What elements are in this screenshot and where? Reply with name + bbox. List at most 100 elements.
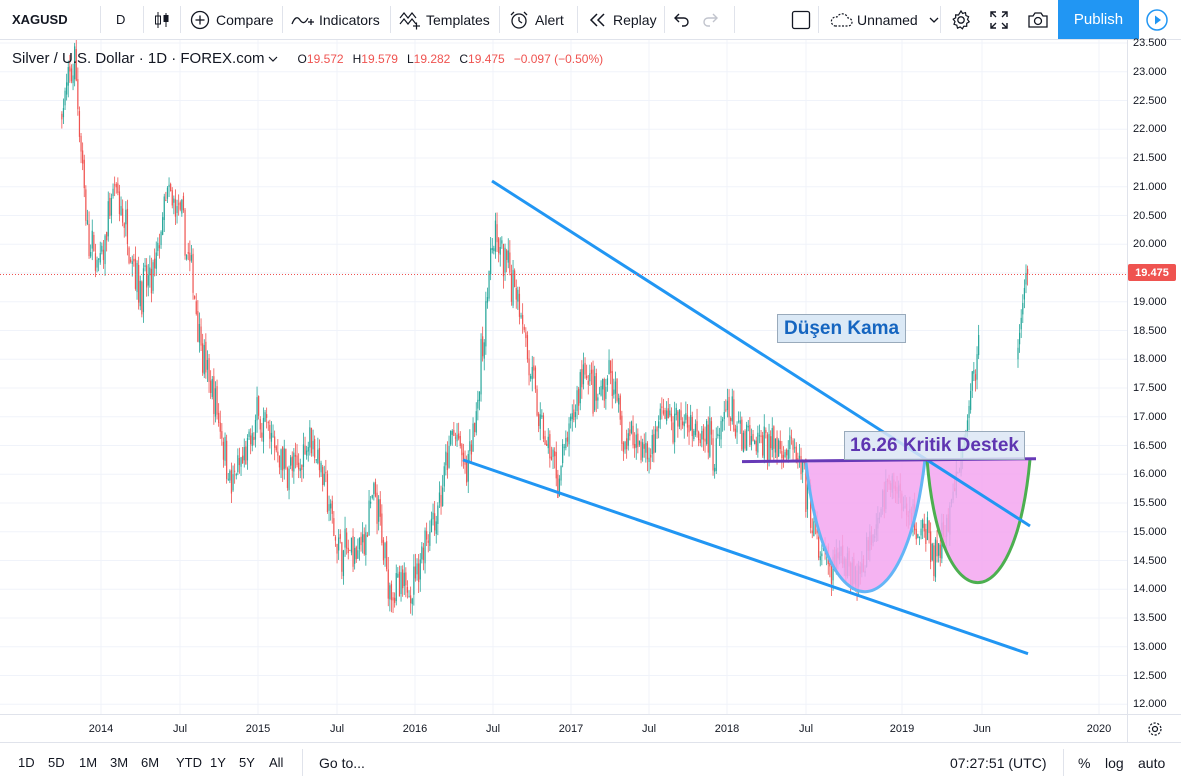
candle-body [344, 528, 346, 548]
candle-body [747, 426, 749, 428]
snapshot-button[interactable] [1027, 0, 1049, 39]
candle-body [731, 396, 733, 422]
range-button-6m[interactable]: 6M [141, 755, 160, 770]
candle-body [493, 248, 495, 251]
candle-body [1023, 287, 1025, 300]
fullscreen-button[interactable] [989, 0, 1009, 39]
chevron-down-icon[interactable] [268, 55, 278, 63]
candle-body [208, 358, 210, 382]
candle-body [358, 537, 361, 550]
layout-name-dropdown[interactable]: Unnamed [829, 0, 940, 39]
candle-body [690, 415, 692, 431]
candle-body [475, 411, 477, 433]
candle-body [72, 75, 74, 84]
candle-body [155, 252, 157, 269]
candle-body [277, 451, 279, 456]
candle-body [306, 450, 308, 456]
alert-button[interactable]: Alert [508, 0, 564, 39]
candle-body [355, 546, 357, 560]
candle-body [363, 534, 365, 555]
candle-body [352, 536, 354, 567]
layout-toggle-button[interactable] [791, 0, 811, 39]
price-chart[interactable] [0, 40, 1127, 714]
templates-label: Templates [426, 11, 490, 28]
range-button-1m[interactable]: 1M [79, 755, 98, 770]
price-scale[interactable]: 23.500 23.000 22.500 22.000 21.500 21.000 20.5… [1127, 37, 1181, 714]
range-button-1y[interactable]: 1Y [210, 755, 226, 770]
chart-grid [0, 40, 1127, 714]
annotation-falling-wedge[interactable]: Düşen Kama [777, 314, 907, 343]
ohlc-change: −0.097 (−0.50%) [513, 51, 604, 66]
candle-body [726, 400, 729, 410]
utc-clock[interactable]: 07:27:51 (UTC) [950, 754, 1047, 771]
candle-body [312, 440, 314, 450]
percent-toggle[interactable]: % [1078, 754, 1091, 771]
candle-body [339, 534, 341, 539]
range-button-3m[interactable]: 3M [110, 755, 129, 770]
range-button-all[interactable]: All [269, 755, 284, 770]
candle-body [621, 415, 623, 444]
candle-body [90, 251, 92, 257]
range-button-1d[interactable]: 1D [18, 755, 35, 770]
candle-body [379, 499, 381, 517]
candle-body [693, 430, 695, 440]
candle-body [710, 421, 713, 435]
candle-body [454, 437, 457, 439]
time-scale[interactable]: 2014 Jul 2015 Jul 2016 Jul 2017 Jul 2018 Jul 2019 J… [0, 714, 1127, 743]
candle-body [102, 249, 105, 261]
candle-body [531, 367, 533, 380]
candle-body [405, 572, 407, 586]
candle-body [197, 311, 199, 342]
candle-body [602, 378, 604, 390]
candle-body [590, 369, 593, 374]
candle-body [675, 407, 677, 415]
annotation-critical-support[interactable]: 16.26 Kritik Destek [844, 431, 1025, 460]
candle-body [683, 421, 685, 427]
range-button-5y[interactable]: 5Y [239, 755, 255, 770]
candle-body [592, 369, 594, 414]
legend-title[interactable]: Silver / U.S. Dollar · 1D · FOREX.com [12, 50, 265, 67]
templates-button[interactable]: Templates [399, 0, 490, 39]
auto-toggle[interactable]: auto [1138, 754, 1166, 771]
symbol-search[interactable]: XAGUSD [12, 12, 68, 27]
candle-body [768, 434, 770, 463]
candle-body [922, 520, 924, 528]
replay-button[interactable]: Replay [589, 0, 657, 39]
candle-body [920, 528, 922, 536]
candle-body [491, 248, 493, 250]
chart-style-button[interactable] [154, 0, 170, 39]
candle-body [397, 573, 399, 578]
range-button-ytd[interactable]: YTD [176, 755, 202, 770]
play-button[interactable] [1145, 0, 1169, 39]
candle-body [595, 373, 597, 401]
candle-body [501, 240, 503, 244]
candle-body [200, 326, 202, 346]
candle-body [506, 250, 508, 260]
candle-body [374, 481, 377, 497]
candle-body [342, 550, 345, 577]
indicators-button[interactable]: Indicators [291, 0, 380, 39]
candle-body [741, 419, 743, 450]
candle-body [811, 530, 813, 534]
candle-body [384, 543, 386, 559]
scale-settings-button[interactable] [1127, 714, 1181, 743]
candle-body [328, 504, 330, 511]
publish-button[interactable]: Publish [1058, 0, 1139, 39]
candle-body [99, 253, 101, 263]
candle-body [474, 422, 476, 433]
candle-body [544, 436, 546, 445]
indicators-icon [291, 16, 314, 25]
goto-button[interactable]: Go to... [319, 754, 365, 771]
redo-button[interactable] [702, 0, 718, 39]
compare-button[interactable]: Compare [190, 0, 274, 39]
range-button-5d[interactable]: 5D [48, 755, 65, 770]
undo-button[interactable] [674, 0, 690, 39]
candle-body [688, 424, 690, 433]
settings-button[interactable] [950, 0, 972, 39]
candle-body [206, 359, 209, 370]
candle-body [651, 435, 653, 455]
interval-button[interactable]: D [116, 12, 126, 27]
log-toggle[interactable]: log [1105, 754, 1124, 771]
candle-body [480, 338, 482, 395]
chart-pane[interactable] [0, 40, 1127, 714]
